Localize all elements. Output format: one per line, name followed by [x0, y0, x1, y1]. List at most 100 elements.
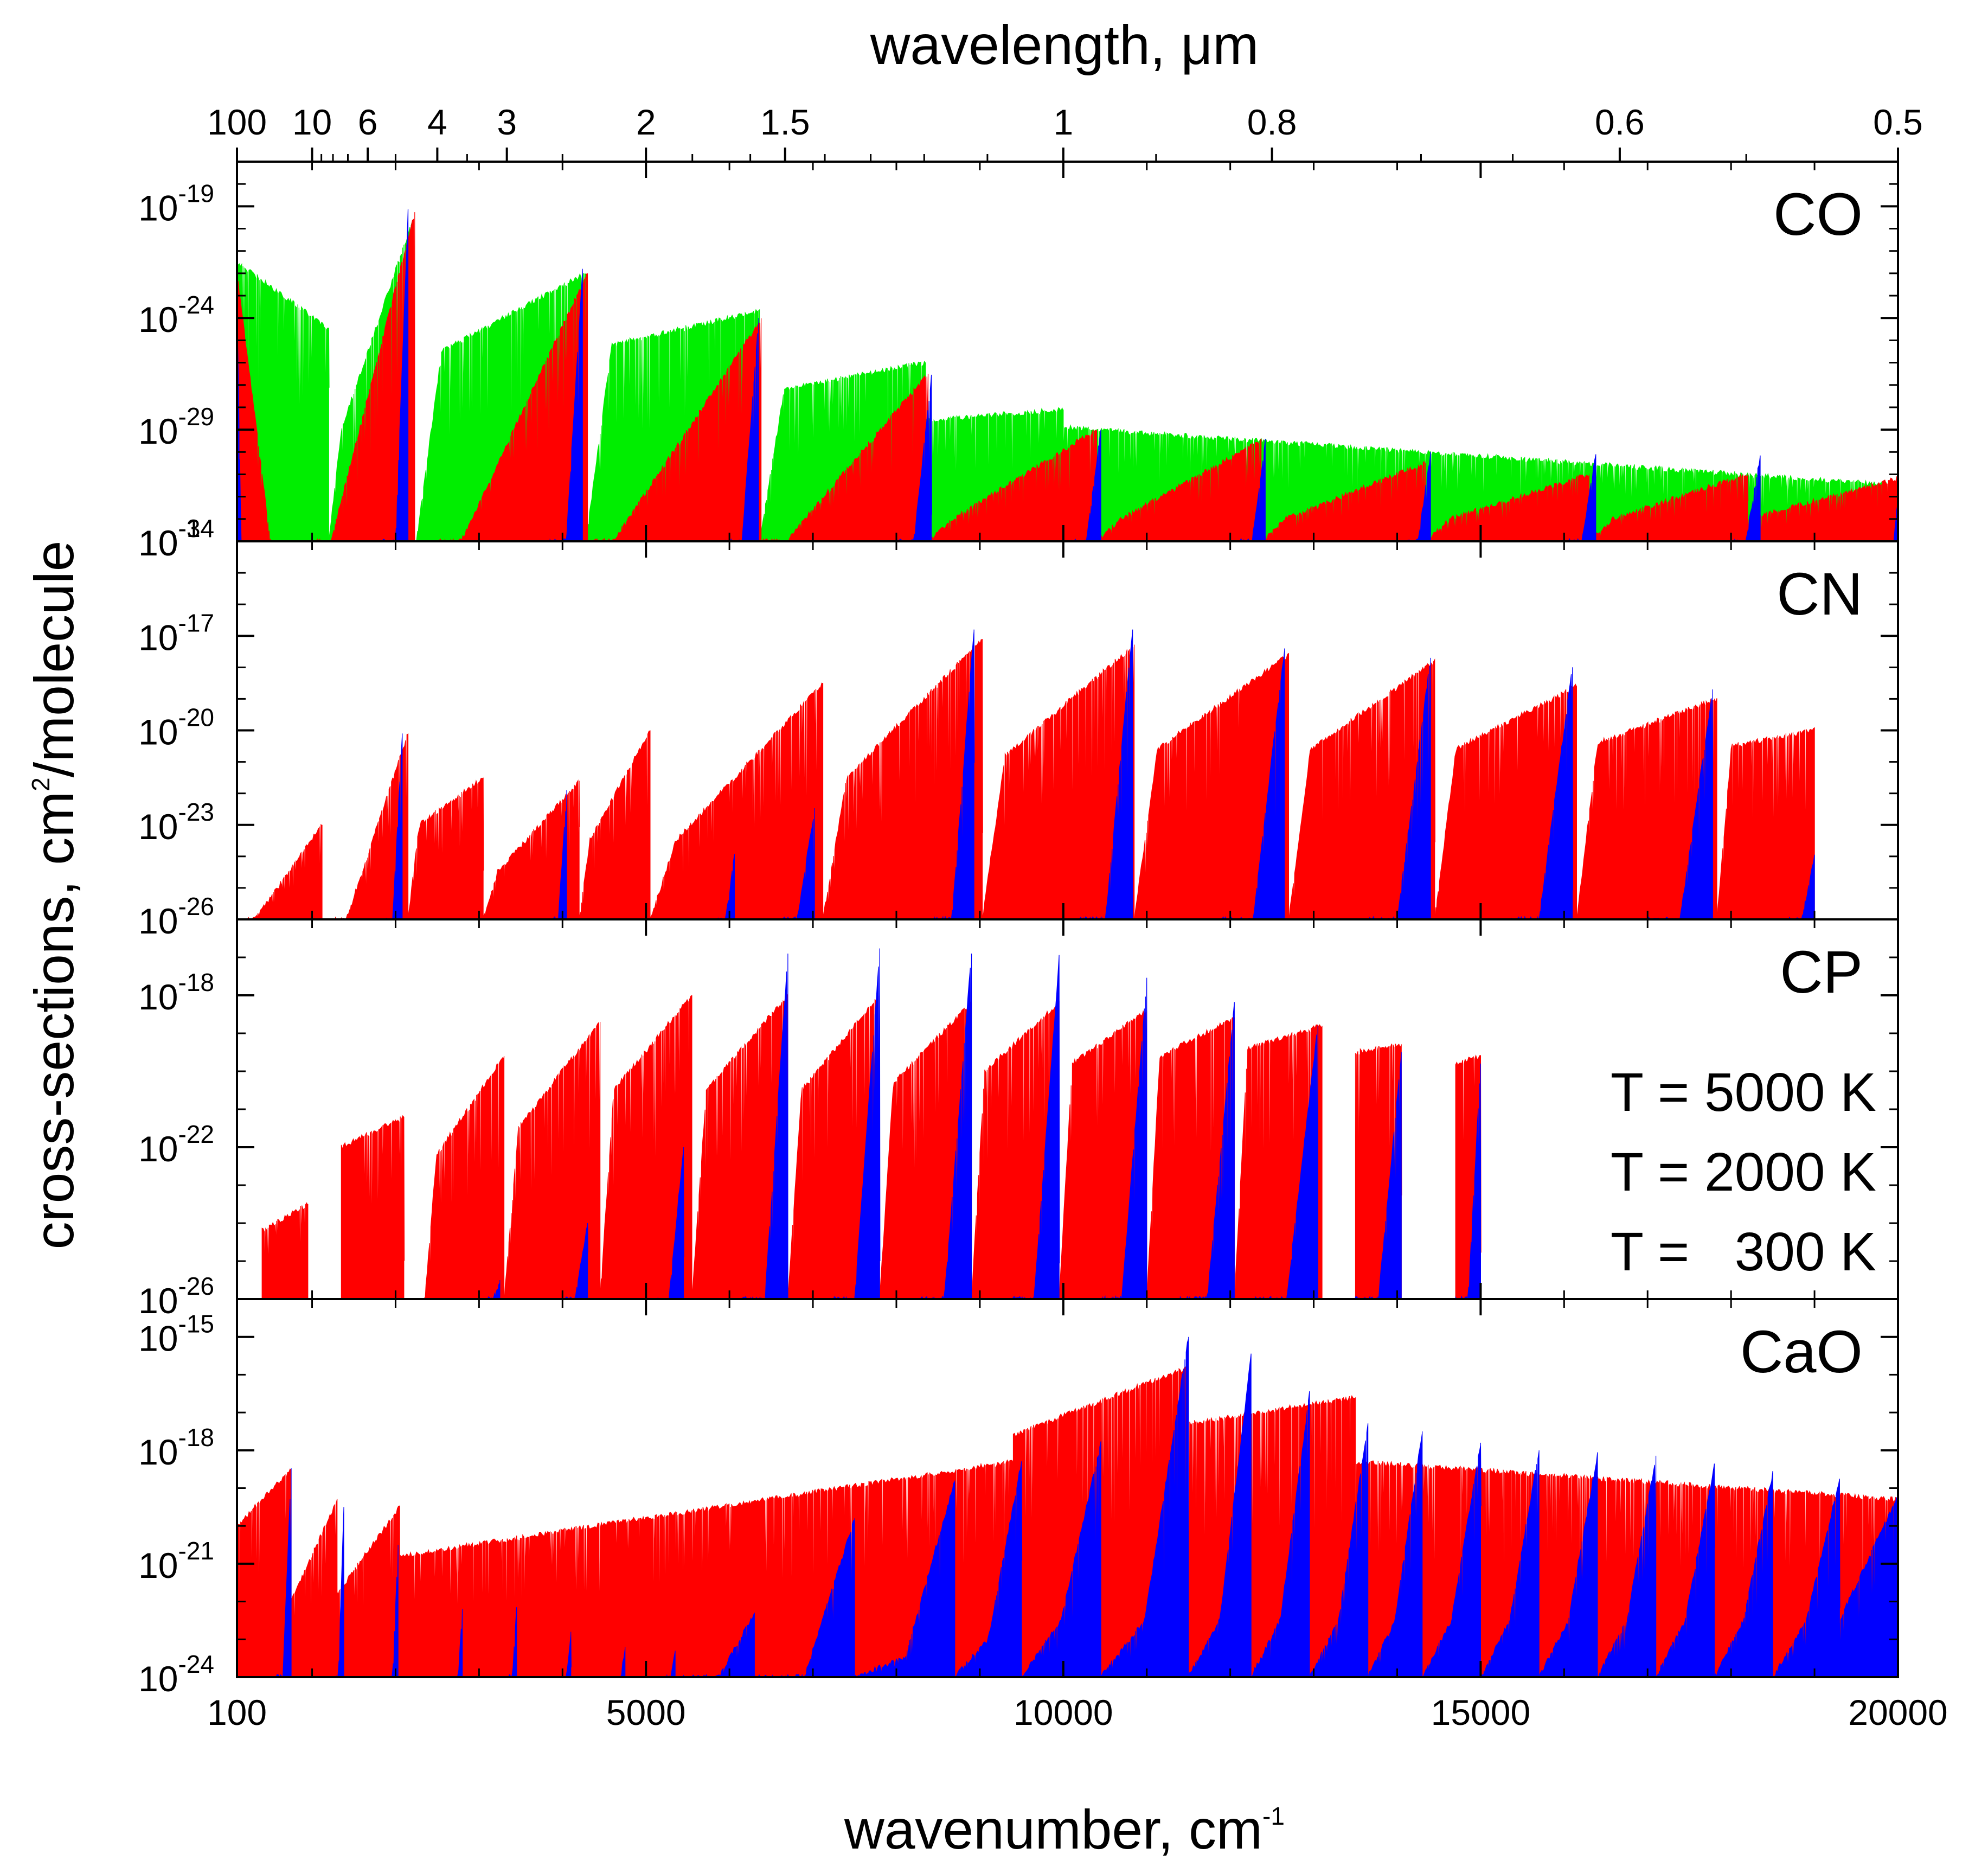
- y-tick-exp: -15: [178, 1310, 214, 1338]
- y-tick-base: 10: [138, 1319, 178, 1359]
- y-tick-label-cao: 10-21: [138, 1537, 214, 1585]
- y-tick-label-cao: 10-18: [138, 1423, 214, 1472]
- band-co-1-6: [1096, 438, 1262, 541]
- legend: T = 5000 K T = 2000 K T = 300 K: [1611, 1062, 1876, 1282]
- y-axis-title: cross-sections, cm2/molecule: [23, 541, 85, 1250]
- x-axis-title-sup: -1: [1262, 1802, 1285, 1830]
- band-co-2-4: [896, 374, 932, 541]
- top-axis-tick-label: 0.8: [1247, 102, 1297, 142]
- band-cao-0-2: [337, 1505, 400, 1677]
- panel-co-spectra: [237, 209, 1898, 541]
- band-cao-1-23: [1714, 1471, 1773, 1677]
- band-cn-1-8: [1505, 667, 1573, 919]
- band-cn-0-0: [243, 823, 323, 919]
- band-cao-1-12: [1021, 1441, 1101, 1677]
- band-cp-1-9: [1255, 1026, 1318, 1299]
- y-tick-exp: -26: [178, 892, 214, 920]
- band-cao-1-17: [1368, 1431, 1423, 1677]
- band-cp-1-1: [562, 1223, 588, 1299]
- y-tick-base: 10: [138, 712, 178, 752]
- y-tick-label-co: 10-24: [138, 291, 214, 340]
- band-cao-1-4: [508, 1607, 517, 1677]
- x-tick-label: 20000: [1848, 1692, 1948, 1732]
- band-cao-1-3: [453, 1609, 463, 1677]
- top-axis-tick-label: 0.6: [1595, 102, 1645, 142]
- band-cao-1-2: [387, 1545, 399, 1677]
- band-cao-1-21: [1597, 1455, 1657, 1677]
- band-cn-0-10: [1434, 683, 1577, 919]
- top-axis-tick-label: 0.5: [1873, 102, 1923, 142]
- band-cao-1-15: [1250, 1391, 1310, 1677]
- band-cn-0-4: [579, 730, 651, 919]
- y-tick-exp: -18: [178, 968, 214, 996]
- y-tick-label-cao: 10-15: [138, 1310, 214, 1359]
- x-ticks-cn: [311, 541, 1816, 919]
- band-cao-0-0: [237, 1468, 292, 1677]
- y-tick-label-cn: 10-17: [138, 609, 214, 657]
- band-cao-1-10: [854, 1480, 955, 1677]
- band-cp-1-7: [1096, 977, 1147, 1299]
- band-cp-0-3: [503, 1021, 601, 1299]
- band-cn-0-12: [1716, 727, 1815, 919]
- band-cn-1-7: [1363, 657, 1431, 919]
- y-tick-label-cp: 10-18: [138, 968, 214, 1017]
- top-axis-tick-label: 1.5: [760, 102, 810, 142]
- panel-label-cn: CN: [1777, 561, 1863, 628]
- top-axis-tick-label: 3: [497, 102, 517, 142]
- y-tick-label-co: 10-34: [138, 514, 214, 563]
- y-tick-label-co: 10-19: [138, 179, 214, 228]
- y-tick-exp: -23: [178, 798, 214, 826]
- x-ticks-cao: [311, 1299, 1816, 1677]
- y-tick-base: 10: [138, 807, 178, 847]
- legend-entry-5000k: T = 5000 K: [1611, 1062, 1876, 1123]
- y-tick-exp: -19: [178, 179, 214, 207]
- y-tick-label-cp: 10-26: [138, 1272, 214, 1321]
- y-tick-exp: -22: [178, 1120, 214, 1148]
- top-axis-tick-label: 100: [207, 102, 267, 142]
- band-cn-0-5: [650, 682, 824, 919]
- band-cn-1-4: [929, 629, 975, 919]
- y-tick-exp: -14: [178, 514, 214, 542]
- band-cao-1-11: [954, 1461, 1023, 1677]
- band-cao-1-14: [1188, 1353, 1252, 1677]
- band-cn-1-2: [716, 854, 735, 919]
- band-cao-1-16: [1309, 1423, 1369, 1677]
- x-tick-label: 100: [207, 1692, 267, 1732]
- legend-entry-300k: T = 300 K: [1611, 1222, 1876, 1282]
- x-tick-label: 5000: [606, 1692, 686, 1732]
- series-cao-300k: [274, 1337, 1898, 1677]
- band-co-1-7: [1260, 461, 1426, 541]
- band-cao-1-7: [666, 1651, 676, 1677]
- band-cn-0-7: [982, 644, 1135, 919]
- band-cp-0-7: [879, 1000, 972, 1299]
- y-tick-exp: -21: [178, 1537, 214, 1565]
- top-axis-tick-label: 2: [636, 102, 656, 142]
- band-cp-0-10: [1146, 1016, 1235, 1299]
- panel-label-co: CO: [1773, 181, 1863, 248]
- series-cn-2000k: [243, 639, 1815, 919]
- band-cp-0-2: [424, 1056, 505, 1299]
- band-cp-1-5: [917, 954, 972, 1299]
- y-tick-label-cn: 10-23: [138, 798, 214, 847]
- x-tick-label: 15000: [1431, 1692, 1531, 1732]
- band-cn-0-2: [407, 777, 484, 919]
- x-tick-label: 10000: [1014, 1692, 1113, 1732]
- spectra-layer: [237, 209, 1898, 1677]
- y-tick-label-cn: 10-14: [138, 514, 214, 563]
- x-ticks-co: [311, 162, 1816, 541]
- band-cn-0-8: [1134, 653, 1289, 919]
- panel-cao-spectra: [237, 1337, 1898, 1677]
- x-axis-title: wavenumber, cm-1: [844, 1799, 1285, 1860]
- series-cp-2000k: [261, 993, 1482, 1299]
- band-co-2-1: [382, 209, 409, 541]
- y-tick-exp: -29: [178, 402, 214, 431]
- y-tick-base: 10: [138, 901, 178, 941]
- y-tick-base: 10: [138, 523, 178, 563]
- band-cp-0-8: [971, 1001, 1060, 1299]
- band-cp-0-1: [341, 1115, 405, 1299]
- band-cp-0-5: [691, 993, 788, 1299]
- y-ticks-cao: [237, 1298, 1898, 1678]
- y-tick-exp: -17: [178, 609, 214, 637]
- y-tick-exp: -18: [178, 1423, 214, 1452]
- panel-cn-spectra: [243, 629, 1815, 919]
